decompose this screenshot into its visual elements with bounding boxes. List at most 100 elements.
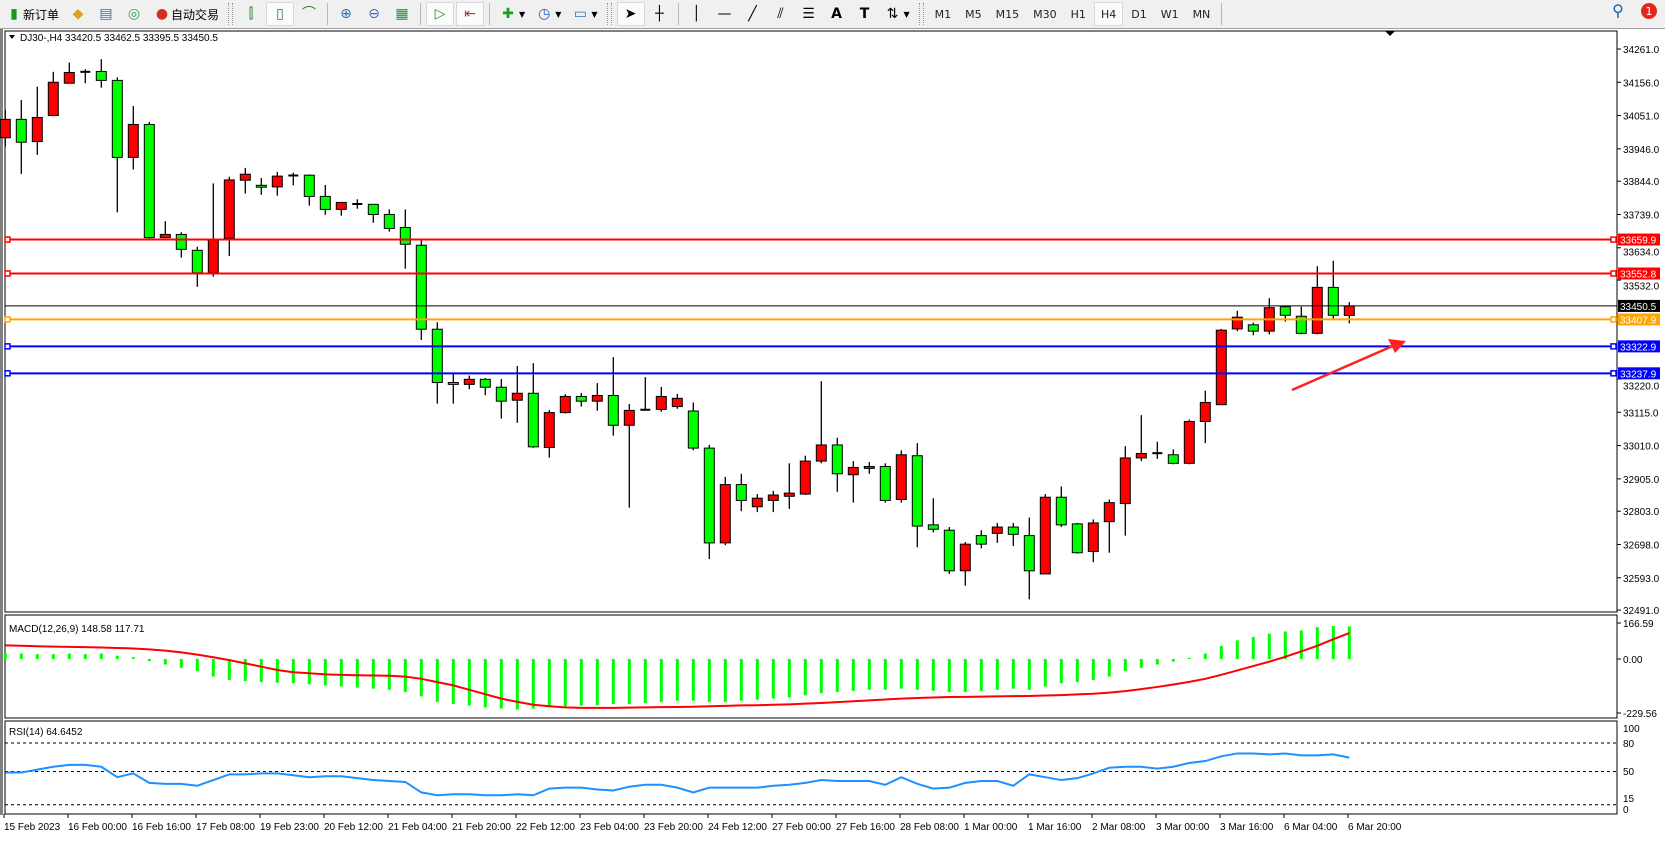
crosshair-button[interactable]: ┼ [647, 2, 673, 26]
equidistant-channel-icon: ⫽ [777, 6, 784, 22]
time-tick-label: 3 Mar 00:00 [1156, 822, 1210, 833]
right-tools: ⚲ 1 [1609, 2, 1657, 20]
price-tick-label: 32803.0 [1623, 507, 1660, 518]
candle-body [159, 233, 171, 239]
cursor-icon: ➤ [624, 6, 637, 22]
candle [1023, 517, 1035, 600]
text-button[interactable]: A [824, 2, 850, 26]
arrows-button[interactable]: ⇅ ▼ [880, 2, 914, 26]
history-button[interactable]: ◆ [65, 2, 91, 26]
period-m30-button[interactable]: M30 [1033, 7, 1057, 21]
candle-body [815, 444, 827, 462]
candlestick-icon: ▯ [276, 6, 284, 22]
chart-window[interactable]: DJ30-,H4 33420.5 33462.5 33395.5 33450.5… [0, 29, 1665, 843]
zoom-out-button[interactable]: ⊖ [361, 2, 387, 26]
period-w1-button[interactable]: W1 [1160, 7, 1179, 21]
candle-body [1119, 457, 1131, 505]
candlestick-button[interactable]: ▯ [266, 2, 295, 26]
fibonacci-button[interactable]: ☰ [796, 2, 822, 26]
period-mn-button[interactable]: MN [1192, 7, 1211, 21]
new-order-button[interactable]: ▮ 新订单 [1, 2, 63, 26]
toolbar-grip[interactable] [228, 3, 234, 25]
zoom-in-button[interactable]: ⊕ [333, 2, 359, 26]
candle-body [1167, 454, 1179, 464]
period-m5-button[interactable]: M5 [965, 7, 982, 21]
candle [447, 373, 459, 404]
trendline-button[interactable]: ╱ [740, 2, 766, 26]
tile-windows-button[interactable]: ▦ [389, 2, 415, 26]
time-tick-label: 16 Feb 16:00 [132, 822, 191, 833]
candle-body [1103, 502, 1115, 523]
horizontal-line-button[interactable]: — [712, 2, 738, 26]
candle [1183, 419, 1195, 465]
candle [735, 473, 747, 512]
period-m15-button[interactable]: M15 [995, 7, 1020, 21]
period-h1-button[interactable]: H1 [1070, 7, 1086, 21]
candle [783, 463, 795, 509]
time-tick-label: 1 Mar 00:00 [964, 822, 1018, 833]
terminal-button[interactable]: ▤ [93, 2, 119, 26]
candle [1215, 328, 1227, 406]
indicators-button[interactable]: ✚ ▼ [495, 2, 529, 26]
candle-body [655, 395, 667, 410]
auto-scroll-button[interactable]: ▷ [426, 2, 455, 26]
candle-body [911, 455, 923, 527]
candle-body [959, 543, 971, 572]
vertical-line-button[interactable]: │ [684, 2, 710, 26]
price-tick-label: 33115.0 [1623, 408, 1659, 419]
line-chart-button[interactable]: ⌒ [296, 2, 322, 26]
candle-body [623, 409, 635, 426]
candle-body [111, 79, 123, 158]
candle [479, 378, 491, 396]
periods-button[interactable]: ◷ ▼ [531, 2, 565, 26]
candle [47, 71, 59, 117]
text-label-button[interactable]: T [852, 2, 878, 26]
macd-tick-label: -229.56 [1623, 709, 1657, 720]
candle [1055, 486, 1067, 528]
time-tick-label: 17 Feb 08:00 [196, 822, 255, 833]
cursor-button[interactable]: ➤ [616, 2, 645, 26]
candle [143, 121, 155, 241]
candle [319, 184, 331, 215]
toolbar-grip[interactable] [606, 3, 612, 25]
candle-body [127, 123, 139, 158]
candle [911, 443, 923, 548]
candle [671, 393, 683, 409]
level-handle-right [1610, 270, 1617, 277]
candle [1039, 494, 1051, 575]
auto-trading-button[interactable]: ● 自动交易 [149, 2, 223, 26]
period-m1-button[interactable]: M1 [934, 7, 952, 21]
search-icon[interactable]: ⚲ [1612, 1, 1624, 20]
candle-body [95, 71, 107, 81]
candle [1007, 522, 1019, 547]
candle [15, 100, 27, 174]
candle-body [991, 526, 1003, 534]
time-tick-label: 21 Feb 04:00 [388, 822, 447, 833]
candle-body [511, 392, 523, 401]
rsi-tick-label: 100 [1623, 724, 1640, 735]
time-tick-label: 27 Feb 00:00 [772, 822, 831, 833]
chart-shift-button[interactable]: ⇤ [456, 2, 485, 26]
candle-body [847, 466, 859, 476]
candle-body [271, 175, 283, 188]
rsi-tick-label: 80 [1623, 739, 1635, 750]
candle [1167, 449, 1179, 465]
candle-body [1135, 452, 1147, 459]
bar-chart-button[interactable]: ⫿ [238, 2, 264, 26]
equidistant-channel-button[interactable]: ⫽ [768, 2, 794, 26]
candle [991, 522, 1003, 543]
templates-button[interactable]: ▭ ▼ [567, 2, 601, 26]
time-tick-label: 22 Feb 12:00 [516, 822, 575, 833]
candle [511, 366, 523, 423]
price-tick-label: 34051.0 [1623, 112, 1660, 123]
tile-windows-icon: ▦ [395, 6, 409, 22]
period-h4-button[interactable]: H4 [1093, 2, 1124, 26]
signal-button[interactable]: ◎ [121, 2, 147, 26]
period-d1-button[interactable]: D1 [1131, 7, 1147, 21]
candle-body [719, 484, 731, 544]
toolbar-grip[interactable] [918, 3, 924, 25]
candle [1071, 522, 1083, 554]
notification-icon[interactable]: 1 [1641, 3, 1657, 19]
candle-body [1327, 286, 1339, 316]
candle-body [591, 394, 603, 402]
